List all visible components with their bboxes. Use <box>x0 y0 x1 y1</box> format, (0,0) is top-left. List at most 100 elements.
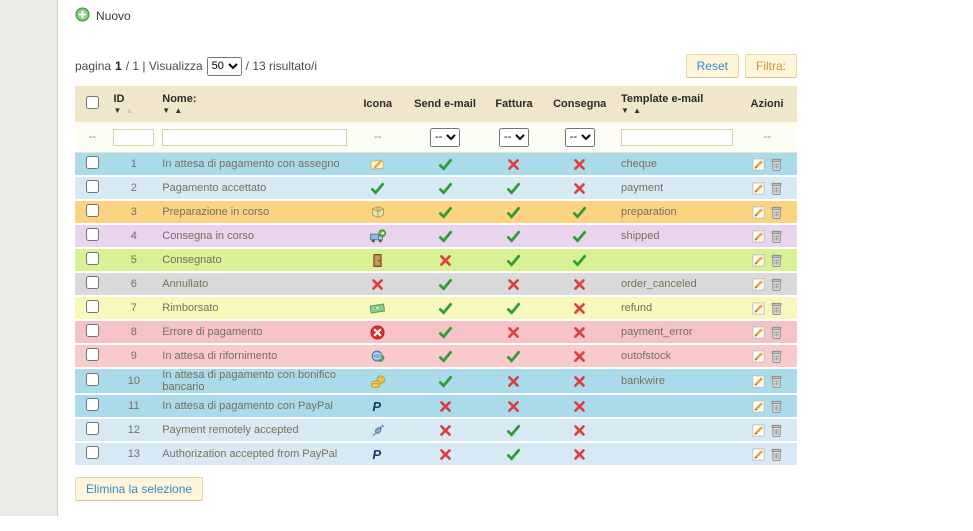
row-name: Consegna in corso <box>158 224 351 249</box>
table-row: 6 Annullato order_canceled <box>75 272 797 297</box>
edit-icon[interactable] <box>751 253 766 268</box>
delete-icon[interactable] <box>770 447 783 462</box>
row-id: 10 <box>109 368 159 395</box>
header-send-email: Send e-mail <box>404 86 486 122</box>
table-row: 5 Consegnato <box>75 248 797 273</box>
row-id: 1 <box>109 152 159 177</box>
row-checkbox[interactable] <box>85 156 99 169</box>
send-email-filter-select[interactable]: -- <box>430 127 461 147</box>
edit-icon[interactable] <box>751 447 766 462</box>
delete-icon[interactable] <box>770 349 783 364</box>
header-template: Template e-mail <box>620 93 704 105</box>
row-checkbox[interactable] <box>85 300 99 313</box>
row-name: In attesa di pagamento con PayPal <box>158 394 351 419</box>
delete-icon[interactable] <box>770 301 783 316</box>
table-row: 7 Rimborsato refund <box>75 296 797 321</box>
sort-asc-icon[interactable]: ▲ <box>633 106 643 115</box>
add-new-icon[interactable] <box>75 7 90 25</box>
row-checkbox[interactable] <box>85 180 99 193</box>
filter-dash: -- <box>737 122 797 153</box>
row-template <box>616 394 738 419</box>
coins-icon <box>370 374 386 388</box>
delete-icon[interactable] <box>770 423 783 438</box>
select-all-checkbox[interactable] <box>85 96 99 109</box>
table-row: 13 Authorization accepted from PayPal P <box>75 442 797 467</box>
sort-desc-icon[interactable]: ▼ <box>162 106 172 115</box>
header-name: Nome: <box>162 93 197 105</box>
row-checkbox[interactable] <box>85 204 99 217</box>
edit-icon[interactable] <box>751 423 766 438</box>
row-id: 9 <box>109 344 159 369</box>
row-id: 6 <box>109 272 159 297</box>
check-icon <box>438 158 453 171</box>
new-button[interactable]: Nuovo <box>96 9 131 23</box>
svg-text:P: P <box>372 447 381 462</box>
check-icon <box>572 230 587 243</box>
edit-icon[interactable] <box>751 399 766 414</box>
paypal-icon: P <box>371 447 385 462</box>
check-icon <box>506 206 521 219</box>
row-checkbox[interactable] <box>85 398 99 411</box>
toolbar: Nuovo <box>75 0 797 25</box>
sort-asc-icon[interactable]: ▲ <box>125 106 135 115</box>
edit-icon[interactable] <box>751 181 766 196</box>
main-content: Nuovo pagina 1 / 1 | Visualizza 50 / 13 … <box>75 0 797 501</box>
status-table: ID ▼ ▲ Nome: ▼ ▲ Icona Send e-mail Fattu… <box>75 86 797 467</box>
edit-icon[interactable] <box>751 325 766 340</box>
check-icon <box>438 375 453 388</box>
row-checkbox[interactable] <box>85 373 99 386</box>
cross-icon <box>573 326 586 338</box>
sort-desc-icon[interactable]: ▼ <box>113 106 123 115</box>
row-checkbox[interactable] <box>85 228 99 241</box>
delete-icon[interactable] <box>770 277 783 292</box>
id-filter-input[interactable] <box>113 128 155 146</box>
delivery-filter-select[interactable]: -- <box>564 127 595 147</box>
row-name: Payment remotely accepted <box>158 418 351 443</box>
edit-icon[interactable] <box>751 205 766 220</box>
check-icon <box>506 424 521 437</box>
check-icon <box>438 182 453 195</box>
sort-desc-icon[interactable]: ▼ <box>620 106 630 115</box>
row-template <box>616 442 738 467</box>
edit-icon[interactable] <box>751 349 766 364</box>
sort-asc-icon[interactable]: ▲ <box>174 106 184 115</box>
row-checkbox[interactable] <box>85 446 99 459</box>
pagination-middle: / 1 | Visualizza <box>125 59 203 73</box>
edit-icon[interactable] <box>751 277 766 292</box>
edit-icon[interactable] <box>751 229 766 244</box>
edit-icon[interactable] <box>751 301 766 316</box>
filter-button[interactable]: Filtra: <box>745 54 797 78</box>
delete-selection-button[interactable]: Elimina la selezione <box>75 477 204 501</box>
delete-icon[interactable] <box>770 253 783 268</box>
delete-icon[interactable] <box>770 399 783 414</box>
row-checkbox[interactable] <box>85 422 99 435</box>
delete-icon[interactable] <box>770 325 783 340</box>
row-checkbox[interactable] <box>85 252 99 265</box>
name-filter-input[interactable] <box>162 128 347 146</box>
delete-icon[interactable] <box>770 229 783 244</box>
edit-icon[interactable] <box>751 157 766 172</box>
delete-icon[interactable] <box>770 205 783 220</box>
table-row: 9 In attesa di rifornimento outofstock <box>75 344 797 369</box>
plug-icon <box>370 424 386 436</box>
delete-icon[interactable] <box>770 157 783 172</box>
row-name: Preparazione in corso <box>158 200 351 225</box>
row-checkbox[interactable] <box>85 348 99 361</box>
cross-icon <box>573 278 586 290</box>
edit-icon[interactable] <box>751 374 766 389</box>
row-checkbox[interactable] <box>85 324 99 337</box>
row-template: payment <box>616 176 738 201</box>
delete-icon[interactable] <box>770 181 783 196</box>
row-name: In attesa di pagamento con assegno <box>158 152 351 177</box>
reset-button[interactable]: Reset <box>685 54 739 78</box>
table-row: 1 In attesa di pagamento con assegno chequ… <box>75 152 797 177</box>
row-checkbox[interactable] <box>85 276 99 289</box>
invoice-filter-select[interactable]: -- <box>498 127 529 147</box>
row-name: Rimborsato <box>158 296 351 321</box>
row-template <box>616 418 738 443</box>
template-filter-input[interactable] <box>620 128 734 146</box>
page-size-select[interactable]: 50 <box>206 56 242 76</box>
delete-icon[interactable] <box>770 374 783 389</box>
svg-text:P: P <box>372 399 381 414</box>
cross-icon <box>507 400 520 412</box>
